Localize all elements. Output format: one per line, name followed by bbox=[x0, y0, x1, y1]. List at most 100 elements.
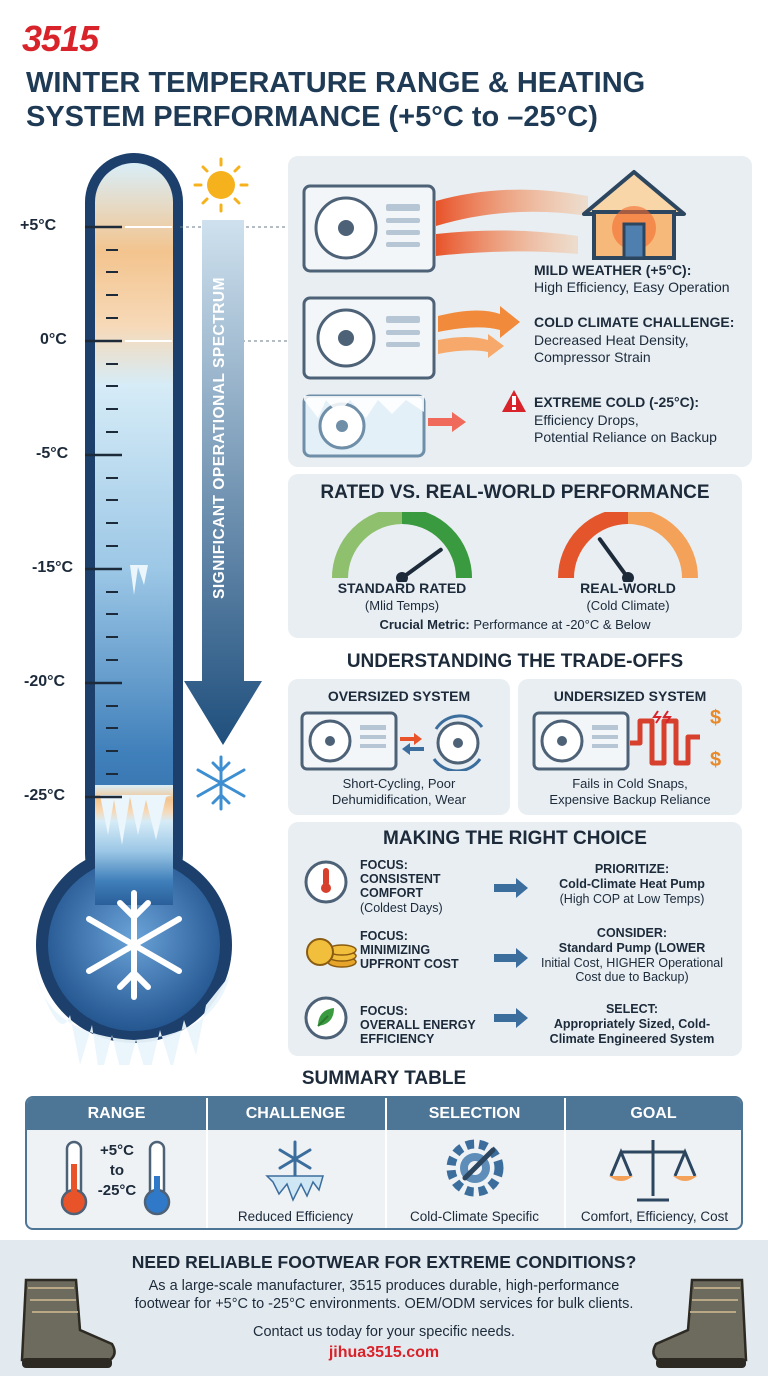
outdoor-unit-3-iced bbox=[302, 394, 426, 458]
summary-goal-cell: Comfort, Efficiency, Cost bbox=[580, 1209, 729, 1224]
focus-1-line-2: CONSISTENT bbox=[360, 872, 441, 886]
snowflake-icon bbox=[196, 755, 246, 811]
rated-heading: RATED VS. REAL-WORLD PERFORMANCE bbox=[320, 482, 710, 503]
footer-contact: Contact us today for your specific needs… bbox=[253, 1324, 515, 1340]
footer-heading: NEED RELIABLE FOOTWEAR FOR EXTREME CONDI… bbox=[131, 1252, 637, 1272]
tradeoffs-heading: UNDERSTANDING THE TRADE-OFFS bbox=[346, 651, 684, 672]
gauge-standard-title: STANDARD RATED bbox=[337, 580, 467, 596]
choice-heading: MAKING THE RIGHT CHOICE bbox=[383, 828, 647, 849]
spectrum-arrow-label: SIGNIFICANT OPERATIONAL SPECTRUM bbox=[211, 277, 228, 599]
rated-panel: RATED VS. REAL-WORLD PERFORMANCE STANDAR… bbox=[288, 474, 742, 638]
action-3-detail-2: Climate Engineered System bbox=[549, 1032, 715, 1046]
crucial-metric-text: Performance at -20°C & Below bbox=[469, 617, 651, 632]
bulb-snowflake-icon bbox=[86, 890, 182, 1000]
action-1-detail: (High COP at Low Temps) bbox=[559, 892, 705, 906]
eco-gear-icon bbox=[304, 996, 348, 1040]
brand-logo: 3515 bbox=[22, 18, 99, 59]
summary-col-challenge: CHALLENGE bbox=[245, 1105, 346, 1122]
temp-label-minus5: -5°C bbox=[36, 445, 69, 462]
gauge-realworld-title: REAL-WORLD bbox=[580, 580, 676, 596]
crucial-metric-label: Crucial Metric: bbox=[379, 617, 470, 632]
footer-body-2: footwear for +5°C to -25°C environments.… bbox=[134, 1296, 634, 1312]
undersized-panel: UNDERSIZED SYSTEM $ $ Fails in Cold Snap… bbox=[518, 679, 742, 815]
focus-2-label: FOCUS: bbox=[360, 929, 408, 943]
focus-3-label: FOCUS: bbox=[360, 1004, 408, 1018]
crucial-metric: Crucial Metric: Performance at -20°C & B… bbox=[288, 616, 742, 633]
summary-divider bbox=[206, 1098, 208, 1228]
range-top: +5°C bbox=[100, 1142, 134, 1159]
red-thermometer-icon bbox=[60, 1140, 88, 1216]
action-2-detail-2: Cost due to Backup) bbox=[575, 970, 689, 984]
summary-divider bbox=[385, 1098, 387, 1228]
oversized-panel: OVERSIZED SYSTEM Short-Cycling, Poor Deh… bbox=[288, 679, 510, 815]
thermometer-graphic bbox=[36, 153, 288, 1065]
oversized-title: OVERSIZED SYSTEM bbox=[327, 688, 471, 704]
focus-1-line-3: COMFORT bbox=[360, 886, 424, 900]
action-3-label: SELECT: bbox=[605, 1002, 659, 1016]
spectrum-arrow bbox=[184, 220, 262, 745]
summary-challenge-cell: Reduced Efficiency bbox=[237, 1209, 354, 1224]
coins-icon bbox=[306, 938, 357, 968]
scenarios-graphics bbox=[302, 170, 686, 458]
focus-3-line-2: OVERALL ENERGY bbox=[360, 1018, 476, 1032]
scenario-mild-text: High Efficiency, Easy Operation bbox=[534, 279, 730, 295]
temp-label-plus5: +5°C bbox=[20, 217, 57, 234]
gauge-realworld bbox=[558, 512, 698, 582]
dollar-symbol-1: $ bbox=[710, 707, 722, 729]
balance-scale-icon bbox=[609, 1140, 697, 1202]
undersized-text-2: Expensive Backup Reliance bbox=[549, 792, 711, 807]
oversized-text-1: Short-Cycling, Poor bbox=[342, 776, 456, 791]
outdoor-unit-2 bbox=[302, 296, 436, 380]
range-bottom: -25°C bbox=[97, 1182, 137, 1199]
focus-3-line-3: EFFICIENCY bbox=[360, 1032, 435, 1046]
gauge-standard-sub: (Mlid Temps) bbox=[364, 598, 440, 613]
boots-graphics bbox=[20, 1278, 748, 1368]
footer-banner: NEED RELIABLE FOOTWEAR FOR EXTREME CONDI… bbox=[0, 1240, 768, 1376]
outdoor-unit-1 bbox=[302, 184, 436, 273]
warning-icon bbox=[502, 390, 526, 412]
action-1-label: PRIORITIZE: bbox=[594, 862, 670, 876]
scenario-extreme-text-1: Efficiency Drops, bbox=[534, 412, 639, 428]
right-boot-icon bbox=[652, 1278, 748, 1368]
footer-body-1: As a large-scale manufacturer, 3515 prod… bbox=[148, 1278, 620, 1294]
choice-panel: MAKING THE RIGHT CHOICE FOCUS: CONSISTE bbox=[288, 822, 742, 1056]
action-1-detail-bold: Cold-Climate Heat Pump bbox=[559, 877, 705, 891]
scenarios-panel: MILD WEATHER (+5°C): High Efficiency, Ea… bbox=[288, 156, 752, 467]
summary-header-row bbox=[27, 1098, 741, 1130]
footer-url-link[interactable]: jihua3515.com bbox=[328, 1344, 440, 1361]
focus-1-label: FOCUS: bbox=[360, 858, 408, 872]
summary-col-selection: SELECTION bbox=[428, 1105, 521, 1122]
undersized-title: UNDERSIZED SYSTEM bbox=[553, 688, 707, 704]
scenario-cold-title: COLD CLIMATE CHALLENGE: bbox=[534, 314, 735, 330]
scenario-extreme-text-2: Potential Reliance on Backup bbox=[534, 429, 717, 445]
focus-1-sub: (Coldest Days) bbox=[360, 901, 443, 915]
undersized-graphic bbox=[532, 710, 700, 771]
oversized-text-2: Dehumidification, Wear bbox=[331, 792, 467, 807]
blue-thermometer-icon bbox=[143, 1140, 171, 1216]
action-2-detail-1: Initial Cost, HIGHER Operational bbox=[540, 956, 723, 970]
choice-graphics bbox=[304, 860, 528, 1040]
summary-icons bbox=[60, 1139, 697, 1216]
gauge-realworld-sub: (Cold Climate) bbox=[586, 598, 670, 613]
ice-snowflake-icon bbox=[278, 1140, 312, 1178]
scenario-mild-title: MILD WEATHER (+5°C): bbox=[534, 262, 692, 278]
comfort-gauge-icon bbox=[304, 860, 348, 904]
scenario-extreme-title: EXTREME COLD (-25°C): bbox=[534, 394, 700, 410]
range-mid: to bbox=[109, 1162, 125, 1179]
action-2-detail-bold: Standard Pump (LOWER bbox=[558, 941, 706, 955]
action-3-detail-1: Appropriately Sized, Cold- bbox=[553, 1017, 711, 1031]
gauges-graphic bbox=[332, 512, 698, 582]
summary-selection-cell: Cold-Climate Specific bbox=[409, 1209, 540, 1224]
summary-heading: SUMMARY TABLE bbox=[301, 1068, 467, 1089]
action-2-label: CONSIDER: bbox=[596, 926, 668, 940]
undersized-text-1: Fails in Cold Snaps, bbox=[572, 776, 688, 791]
gauge-standard bbox=[332, 512, 472, 582]
dollar-symbol-2: $ bbox=[710, 749, 722, 771]
scenario-cold-text-1: Decreased Heat Density, bbox=[534, 332, 689, 348]
summary-divider bbox=[564, 1098, 566, 1228]
summary-col-goal: GOAL bbox=[630, 1105, 677, 1122]
sun-icon bbox=[193, 157, 249, 213]
oversized-graphic bbox=[300, 711, 484, 771]
temp-label-minus20: -20°C bbox=[24, 673, 66, 690]
gear-wrench-icon bbox=[446, 1139, 504, 1197]
